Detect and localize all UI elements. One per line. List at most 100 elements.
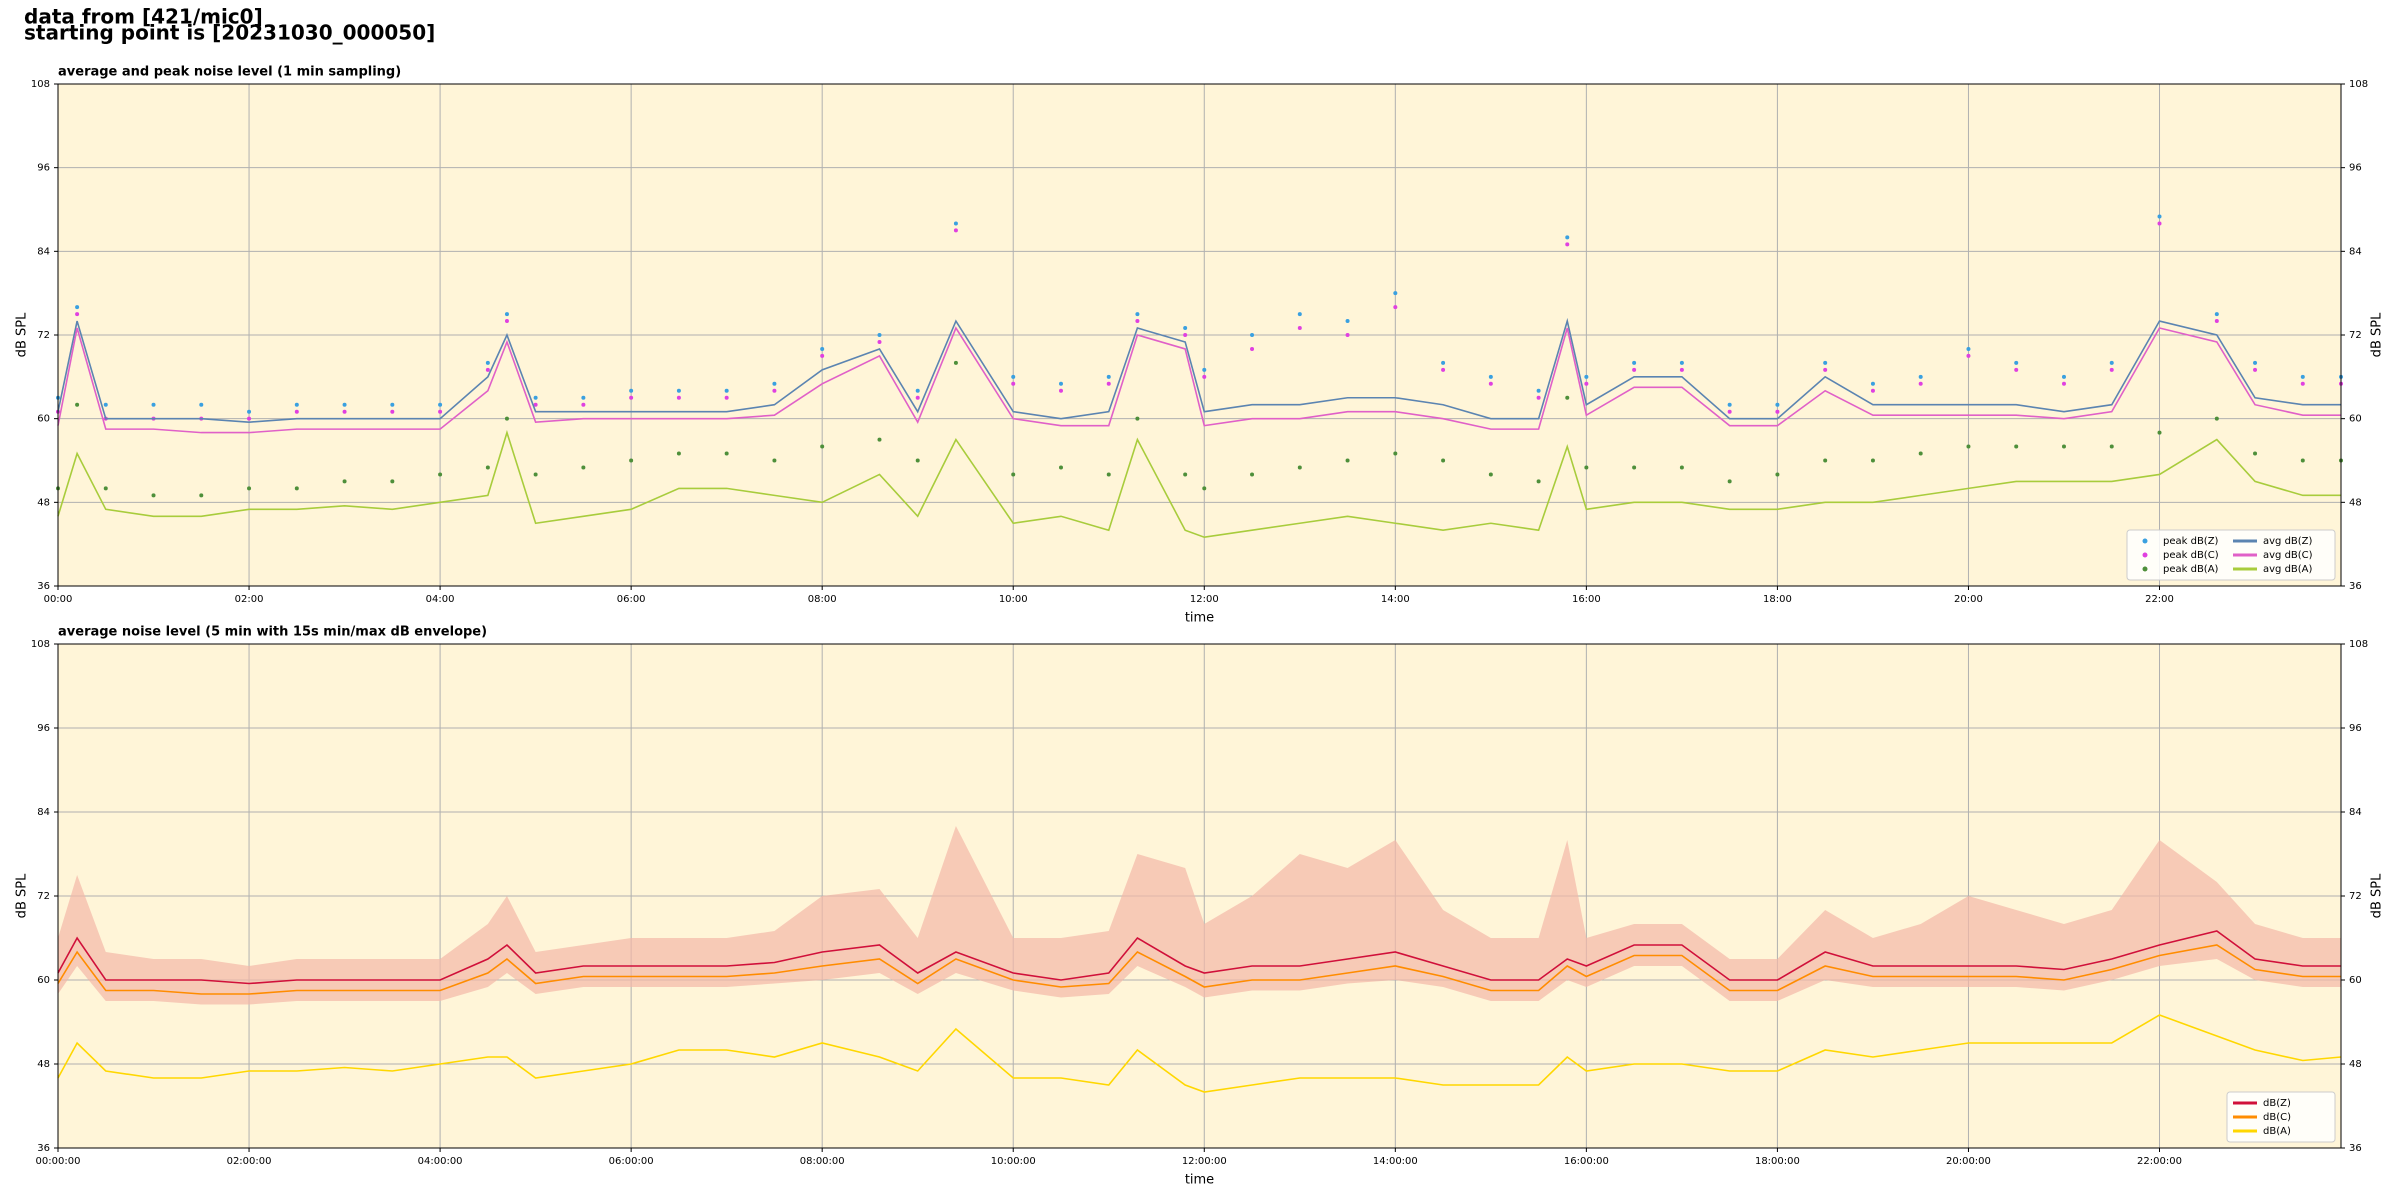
x-tick-label: 12:00: [1190, 594, 1219, 605]
x-tick-label: 18:00:00: [1755, 1156, 1800, 1167]
peak-point: [1775, 409, 1780, 414]
peak-point: [581, 395, 586, 400]
legend-label: peak dB(Z): [2163, 536, 2219, 547]
peak-point: [1536, 388, 1541, 393]
y2-tick-label: 84: [2349, 807, 2362, 818]
peak-point: [1679, 367, 1684, 372]
y-axis-label: dB SPL: [15, 873, 30, 918]
peak-point: [877, 437, 882, 442]
peak-point: [2300, 381, 2305, 386]
legend-marker: [2142, 566, 2148, 572]
legend-label: peak dB(A): [2163, 564, 2219, 575]
peak-point: [953, 360, 958, 365]
peak-point: [1727, 402, 1732, 407]
x-axis-label: time: [1185, 1173, 1214, 1188]
y-tick-label: 96: [37, 163, 50, 174]
peak-point: [2061, 444, 2066, 449]
peak-point: [820, 353, 825, 358]
peak-point: [1135, 319, 1140, 324]
series-line: [57, 317, 2341, 423]
peak-point: [151, 402, 156, 407]
y2-tick-label: 48: [2349, 1059, 2362, 1070]
peak-point: [581, 402, 586, 407]
peak-point: [485, 367, 490, 372]
peak-point: [772, 458, 777, 463]
peak-point: [1183, 472, 1188, 477]
peak-point: [1345, 333, 1350, 337]
y-tick-label: 48: [37, 497, 50, 508]
peak-point: [772, 388, 777, 393]
peak-point: [1679, 360, 1684, 365]
x-tick-label: 10:00:00: [991, 1156, 1036, 1167]
x-tick-label: 08:00: [808, 594, 837, 605]
peak-point: [820, 444, 825, 449]
peak-point: [1250, 346, 1255, 351]
peak-point: [1966, 353, 1971, 358]
peak-point: [1565, 395, 1570, 400]
peak-point: [915, 395, 920, 400]
peak-point: [103, 486, 108, 491]
peak-point: [1823, 367, 1828, 372]
x-tick-label: 10:00: [999, 594, 1028, 605]
peak-point: [1488, 374, 1493, 379]
legend-marker: [2142, 538, 2148, 544]
peak-point: [877, 339, 882, 344]
legend-label: avg dB(Z): [2263, 536, 2313, 547]
header-line: starting point is [20231030_000050]: [24, 21, 435, 45]
peak-point: [75, 402, 80, 407]
peak-point: [1488, 381, 1493, 386]
peak-point: [820, 346, 825, 351]
peak-point: [1106, 472, 1111, 477]
plot-frame: [57, 643, 2342, 1149]
header-line: data from [421/mic0]: [24, 5, 263, 29]
peak-point: [2061, 374, 2066, 379]
peak-point: [1727, 409, 1732, 414]
peak-point: [2214, 312, 2219, 317]
peak-point: [1823, 458, 1828, 463]
x-tick-label: 16:00:00: [1564, 1156, 1609, 1167]
peak-point: [342, 409, 347, 414]
peak-point: [1536, 479, 1541, 484]
peak-point: [2157, 221, 2162, 226]
peak-point: [877, 333, 882, 337]
peak-point: [75, 305, 80, 310]
peak-point: [342, 479, 347, 484]
peak-point: [676, 388, 681, 393]
peak-point: [1183, 326, 1188, 331]
peak-point: [294, 402, 299, 407]
peak-point: [247, 486, 252, 491]
y-tick-label: 36: [37, 581, 50, 592]
peak-point: [1775, 402, 1780, 407]
peak-point: [1106, 374, 1111, 379]
series-line: [57, 429, 2341, 539]
peak-point: [2214, 416, 2219, 421]
peak-point: [1632, 367, 1637, 372]
peak-point: [1011, 381, 1016, 386]
x-tick-label: 04:00: [426, 594, 455, 605]
y-tick-label: 84: [37, 807, 50, 818]
y-tick-label: 72: [37, 891, 50, 902]
peak-point: [1393, 291, 1398, 296]
peak-point: [1135, 312, 1140, 317]
peak-point: [2253, 367, 2258, 372]
y2-tick-label: 108: [2349, 639, 2368, 650]
y2-tick-label: 36: [2349, 1143, 2362, 1154]
peak-point: [1441, 458, 1446, 463]
peak-point: [75, 312, 80, 317]
x-tick-label: 22:00: [2145, 594, 2174, 605]
peak-point: [151, 493, 156, 498]
y2-tick-label: 60: [2349, 414, 2362, 425]
x-tick-label: 12:00:00: [1182, 1156, 1227, 1167]
peak-point: [438, 409, 443, 414]
peak-point: [1058, 381, 1063, 386]
peak-point: [390, 409, 395, 414]
y2-tick-label: 72: [2349, 330, 2362, 341]
chart-title: average noise level (5 min with 15s min/…: [58, 625, 487, 640]
x-tick-label: 06:00:00: [609, 1156, 654, 1167]
peak-point: [629, 395, 634, 400]
legend: dB(Z) dB(C) dB(A): [2226, 1091, 2336, 1143]
x-tick-label: 08:00:00: [800, 1156, 845, 1167]
y-tick-label: 84: [37, 246, 50, 257]
peak-point: [1632, 360, 1637, 365]
y2-tick-label: 96: [2349, 163, 2362, 174]
